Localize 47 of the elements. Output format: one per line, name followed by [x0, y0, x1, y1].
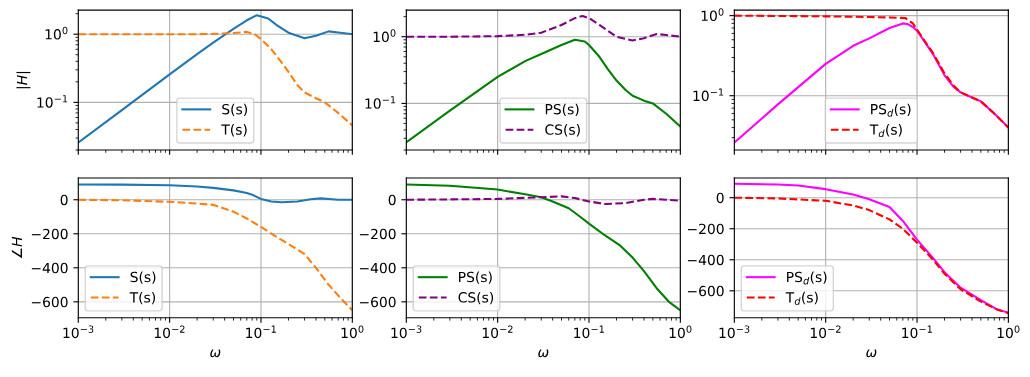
y-tick-label: 10$^{−1}$ — [365, 96, 396, 109]
legend-label: PS(s) — [459, 271, 492, 284]
y-tick-label: 10$^{0}$ — [45, 26, 68, 40]
y-tick-label: 10$^{−1}$ — [37, 95, 68, 108]
y-tick-label: 0 — [388, 194, 396, 206]
y-tick-label: −600 — [359, 296, 396, 308]
x-tick-label: 10$^{−1}$ — [902, 325, 932, 339]
x-tick-label: 10$^{−1}$ — [574, 325, 604, 339]
legend-label: CS(s) — [545, 124, 580, 137]
x-axis-title: ω — [210, 349, 221, 358]
y-tick-label: −400 — [359, 262, 396, 274]
x-axis-title: ω — [866, 349, 877, 358]
legend-label: T(s) — [221, 124, 247, 137]
legend-label: CS(s) — [458, 291, 494, 305]
y-tick-label: 10$^{0}$ — [373, 29, 396, 43]
y-tick-label: −200 — [687, 223, 724, 235]
legend-label: PS$_{d}$(s) — [787, 271, 827, 285]
legend-label: S(s) — [130, 271, 156, 284]
y-tick-label: −400 — [31, 262, 68, 274]
y-tick-label: −600 — [687, 285, 724, 297]
legend-label: S(s) — [222, 103, 247, 117]
y-tick-label: −200 — [31, 228, 68, 240]
y-axis-title: ∠H — [11, 236, 22, 259]
x-tick-label: 10$^{−3}$ — [63, 325, 94, 339]
x-tick-label: 10$^{−3}$ — [391, 325, 422, 339]
x-tick-label: 10$^{−2}$ — [154, 325, 185, 339]
x-tick-label: 10$^{0}$ — [997, 325, 1020, 339]
x-tick-label: 10$^{−2}$ — [810, 325, 841, 339]
x-axis-title: ω — [538, 349, 549, 358]
y-tick-label: −200 — [359, 228, 396, 240]
y-tick-label: −400 — [687, 254, 724, 266]
y-axis-title: |H| — [16, 71, 31, 89]
legend-label: T$_{d}$(s) — [785, 291, 818, 305]
x-tick-label: 10$^{−2}$ — [482, 325, 513, 339]
legend-label: T$_{d}$(s) — [869, 124, 902, 138]
legend-label: PS(s) — [545, 103, 579, 117]
x-tick-label: 10$^{−3}$ — [719, 325, 750, 339]
y-tick-label: 0 — [716, 192, 724, 204]
y-tick-label: −600 — [31, 296, 68, 308]
x-tick-label: 10$^{0}$ — [341, 325, 364, 339]
x-tick-label: 10$^{0}$ — [669, 325, 692, 339]
legend-label: PS$_{d}$(s) — [871, 103, 911, 117]
y-tick-label: 10$^{0}$ — [701, 8, 724, 22]
y-tick-label: 10$^{−1}$ — [693, 88, 724, 102]
y-tick-label: 0 — [60, 194, 68, 206]
legend-label: T(s) — [129, 291, 156, 305]
x-tick-label: 10$^{−1}$ — [246, 325, 276, 339]
